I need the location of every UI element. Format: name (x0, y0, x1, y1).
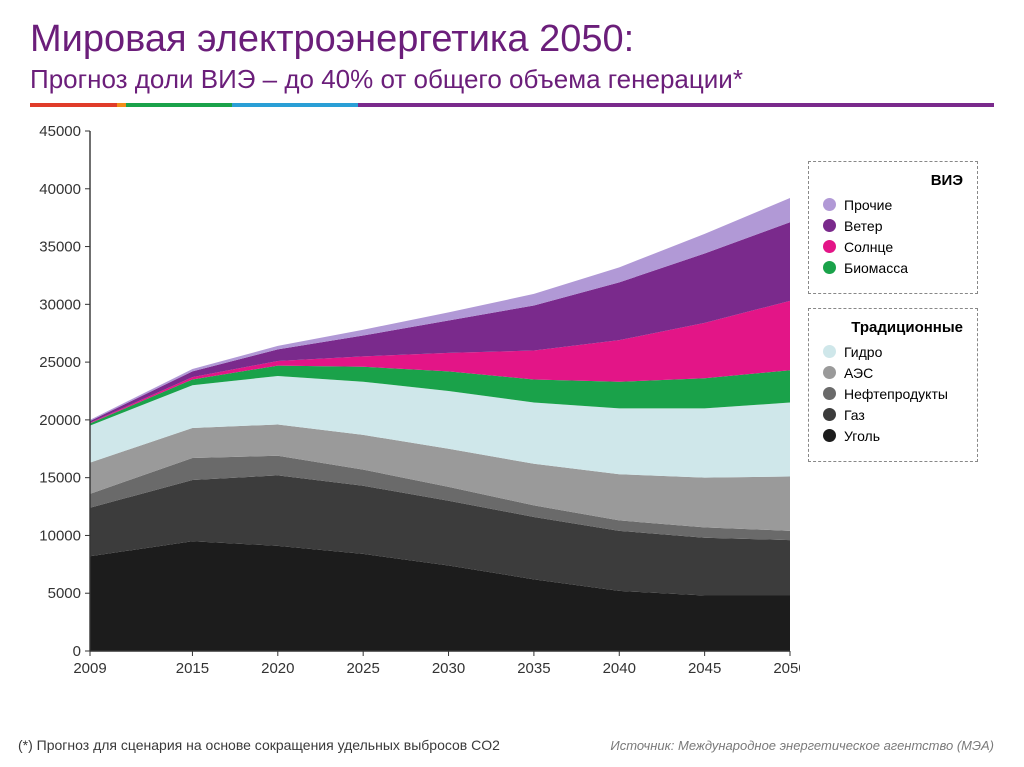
legend-traditional: Традиционные Гидро АЭС Нефтепродукты Газ Угол… (808, 308, 978, 462)
legend-label: Гидро (844, 344, 882, 360)
legend-swatch (823, 429, 836, 442)
legend-swatch (823, 198, 836, 211)
x-tick-label: 2040 (603, 660, 636, 677)
legend-swatch (823, 261, 836, 274)
legend-label: Ветер (844, 218, 883, 234)
legend-swatch (823, 219, 836, 232)
x-tick-label: 2035 (517, 660, 550, 677)
legend-swatch (823, 345, 836, 358)
y-tick-label: 40000 (39, 180, 81, 197)
x-tick-label: 2015 (176, 660, 209, 677)
slide-title: Мировая электроэнергетика 2050: (30, 18, 994, 62)
legend-item: Ветер (823, 218, 963, 234)
divider-rule (30, 103, 994, 107)
legend-label: Прочие (844, 197, 892, 213)
y-tick-label: 25000 (39, 354, 81, 371)
legend-item: Солнце (823, 239, 963, 255)
legend-renewables: ВИЭ Прочие Ветер Солнце Биомасса (808, 161, 978, 294)
legend-label: Биомасса (844, 260, 908, 276)
slide-subtitle: Прогноз доли ВИЭ – до 40% от общего объе… (30, 64, 994, 95)
legend-label: Газ (844, 407, 865, 423)
x-tick-label: 2030 (432, 660, 465, 677)
legend-item: Газ (823, 407, 963, 423)
x-tick-label: 2009 (73, 660, 106, 677)
area-chart: 0 5000 10000 15000 20000 25000 30000 35000 40000… (30, 121, 800, 686)
legend-swatch (823, 408, 836, 421)
y-tick-label: 0 (73, 643, 81, 660)
x-tick-label: 2050 (773, 660, 800, 677)
legend-label: Солнце (844, 239, 893, 255)
y-tick-label: 5000 (48, 585, 81, 602)
legend-swatch (823, 240, 836, 253)
legend-item: Прочие (823, 197, 963, 213)
x-tick-label: 2020 (261, 660, 294, 677)
x-tick-label: 2045 (688, 660, 721, 677)
y-tick-label: 15000 (39, 469, 81, 486)
legend-label: Уголь (844, 428, 880, 444)
y-tick-label: 45000 (39, 123, 81, 140)
legend-item: Гидро (823, 344, 963, 360)
source-citation: Источник: Международное энергетическое а… (610, 738, 994, 753)
y-tick-label: 20000 (39, 412, 81, 429)
legend-item: Уголь (823, 428, 963, 444)
y-tick-label: 10000 (39, 527, 81, 544)
legend-title: Традиционные (823, 319, 963, 336)
legend-label: Нефтепродукты (844, 386, 948, 402)
legend-item: АЭС (823, 365, 963, 381)
y-tick-label: 35000 (39, 238, 81, 255)
legend-swatch (823, 366, 836, 379)
legend-title: ВИЭ (823, 172, 963, 189)
legend-item: Нефтепродукты (823, 386, 963, 402)
footnote: (*) Прогноз для сценария на основе сокра… (18, 737, 500, 753)
legend-swatch (823, 387, 836, 400)
legend-label: АЭС (844, 365, 873, 381)
y-tick-label: 30000 (39, 296, 81, 313)
legend-item: Биомасса (823, 260, 963, 276)
x-tick-label: 2025 (346, 660, 379, 677)
